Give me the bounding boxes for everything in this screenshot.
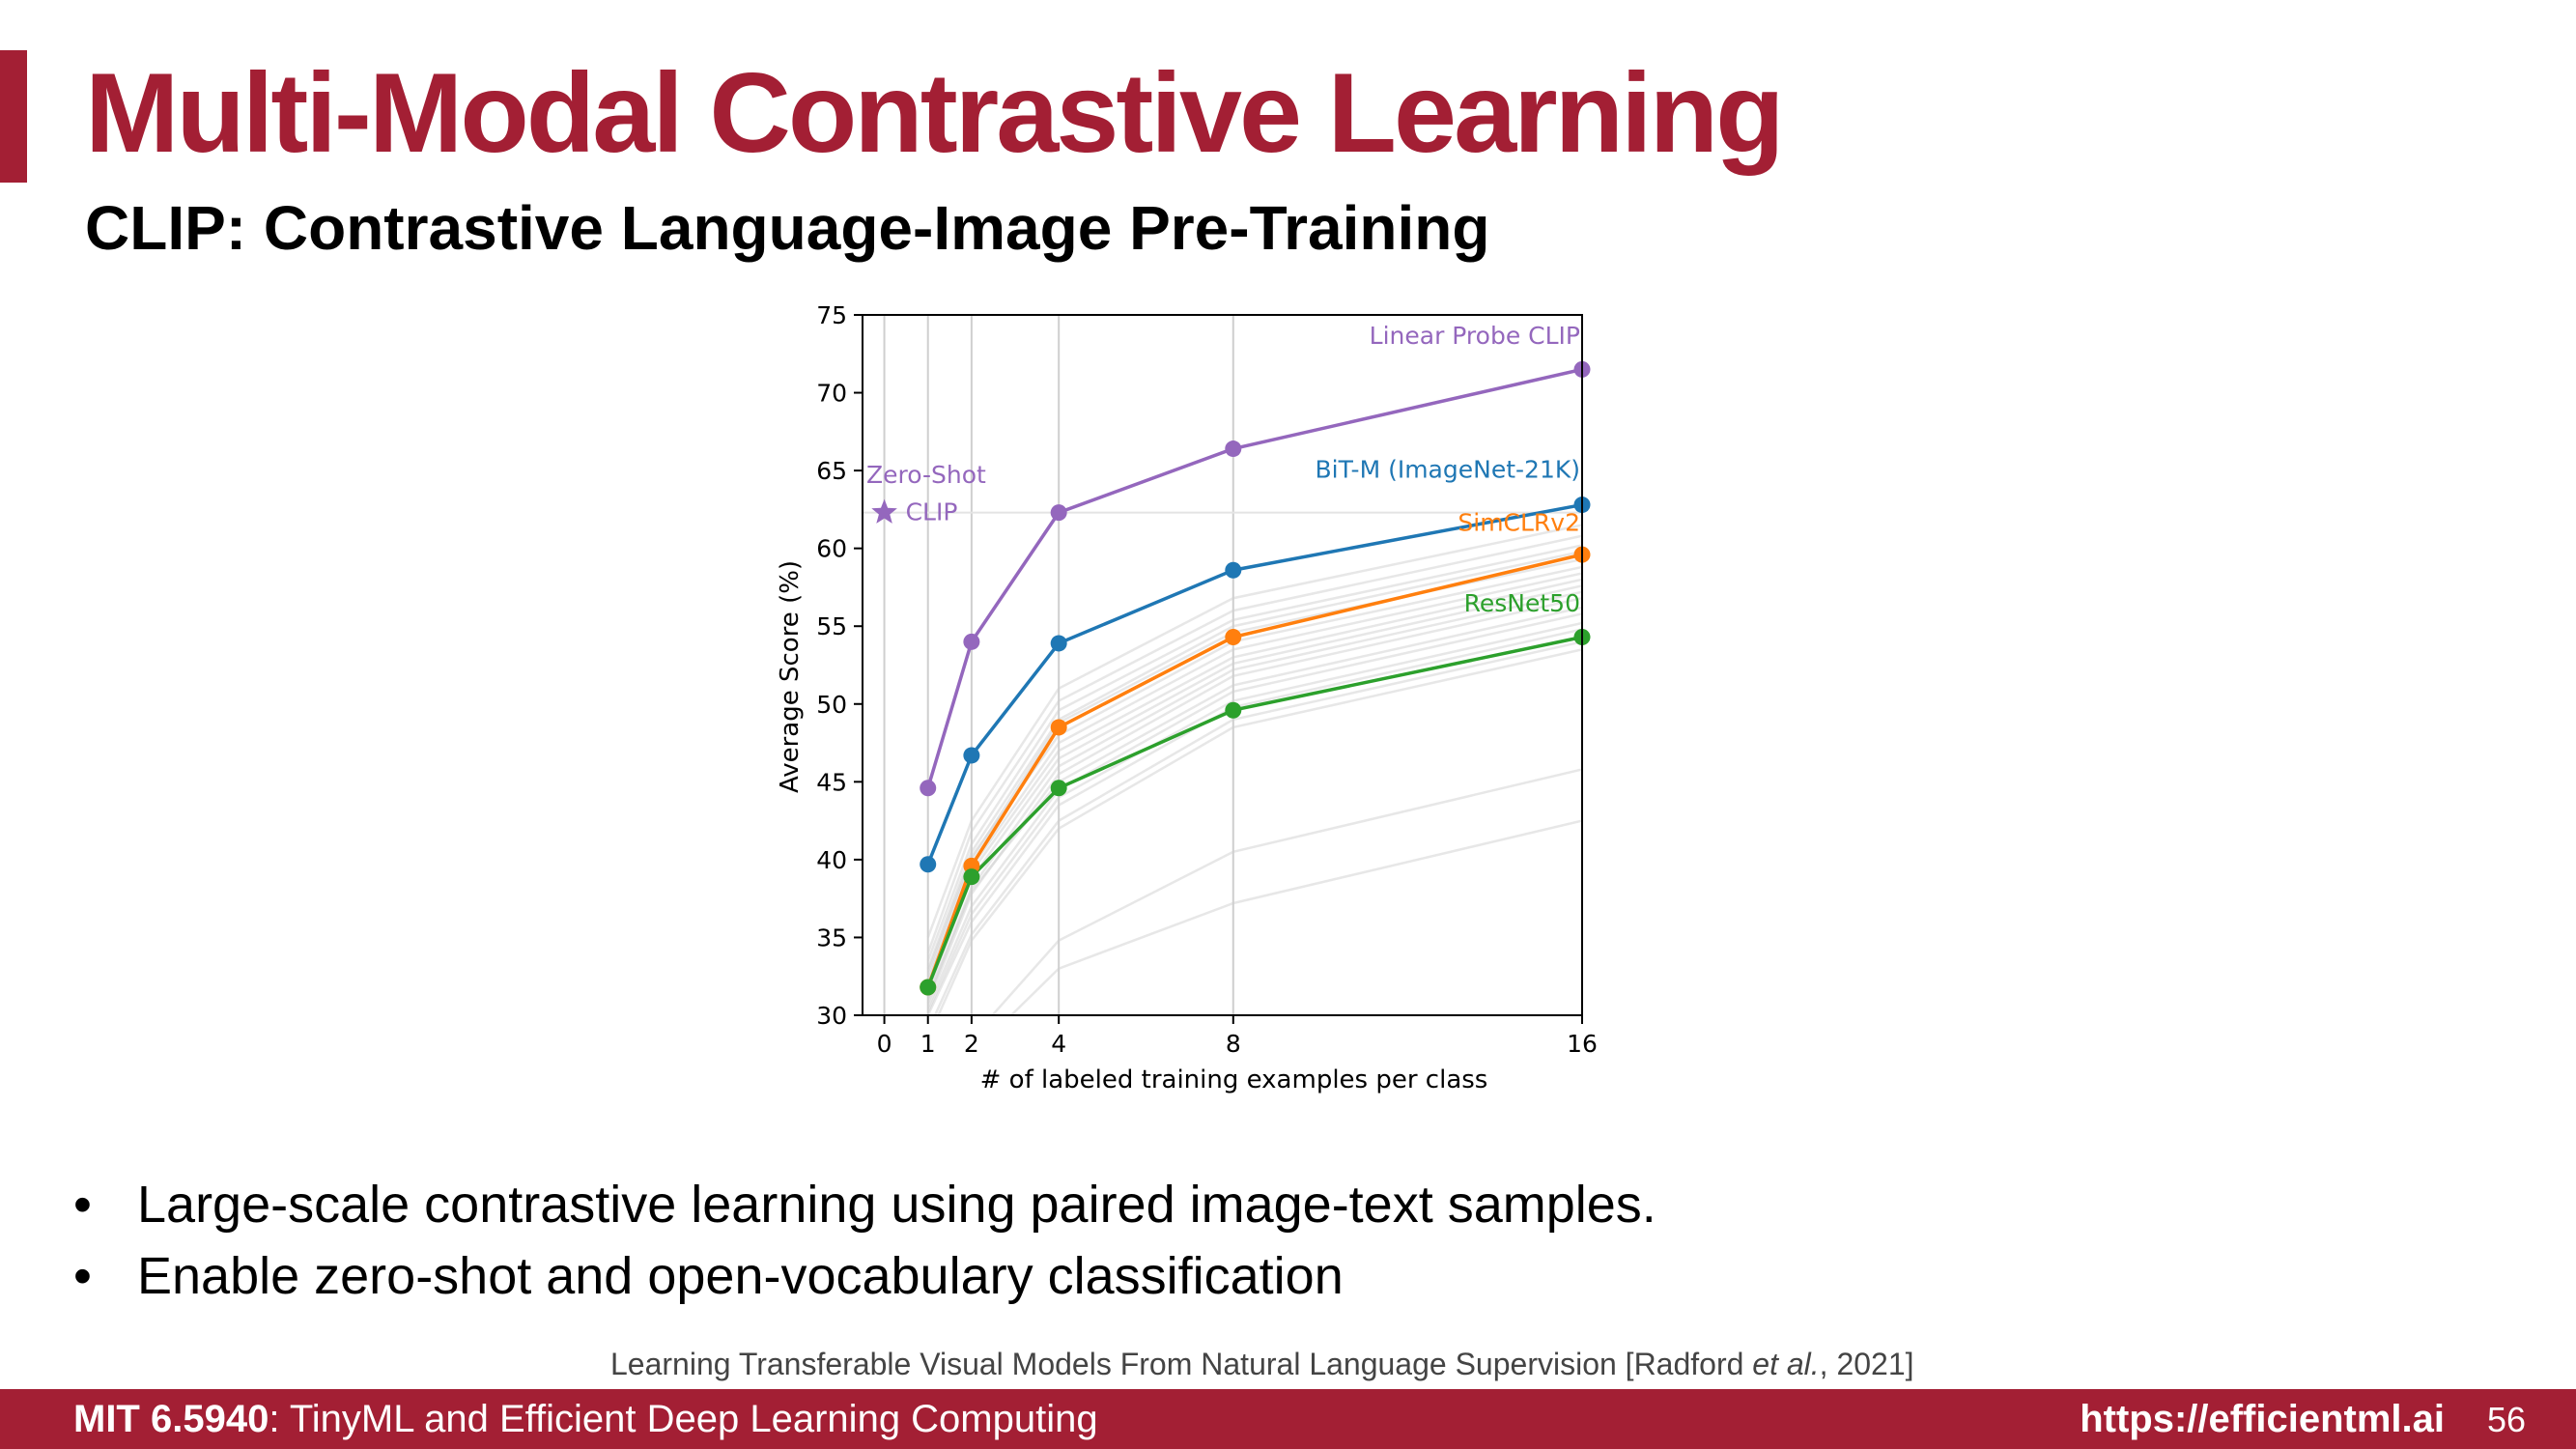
zero-shot-label-line2: CLIP <box>906 498 958 526</box>
y-tick-label: 35 <box>816 923 847 952</box>
data-point <box>963 747 980 764</box>
y-axis-label: Average Score (%) <box>776 560 805 793</box>
slide-title: Multi-Modal Contrastive Learning <box>85 49 1785 176</box>
series-label: SimCLRv2 <box>1458 508 1580 536</box>
footer-bar: MIT 6.5940: TinyML and Efficient Deep Le… <box>0 1389 2576 1449</box>
data-point <box>1225 701 1242 719</box>
x-tick-label: 8 <box>1226 1030 1241 1058</box>
x-tick-label: 0 <box>877 1030 892 1058</box>
title-accent-bar <box>0 50 27 183</box>
citation-etal: et al. <box>1752 1347 1820 1381</box>
few-shot-performance-chart: 30 35 40 45 50 55 60 65 70 75 0 1 2 4 8 16 Linear Prob… <box>776 301 1598 1094</box>
bullet-list: • Large-scale contrastive learning using … <box>68 1169 1656 1312</box>
bullet-text: Enable zero-shot and open-vocabulary cla… <box>137 1247 1344 1305</box>
y-tick-label: 45 <box>816 768 847 796</box>
footer-course-code: MIT 6.5940 <box>73 1398 269 1440</box>
footer-course-title: : TinyML and Efficient Deep Learning Com… <box>269 1398 1098 1440</box>
zero-shot-label-line1: Zero-Shot <box>866 461 986 489</box>
slide-subtitle: CLIP: Contrastive Language-Image Pre-Tra… <box>85 193 1490 263</box>
series-markers <box>871 360 1591 996</box>
bullet-item: • Enable zero-shot and open-vocabulary cl… <box>68 1240 1656 1312</box>
zero-shot-star-marker <box>871 498 897 524</box>
bullet-item: • Large-scale contrastive learning using … <box>68 1169 1656 1240</box>
data-point <box>1050 635 1067 652</box>
citation-prefix: Learning Transferable Visual Models From… <box>610 1347 1753 1381</box>
data-point <box>963 633 980 650</box>
bullet-dot: • <box>73 1247 92 1305</box>
data-point <box>963 868 980 886</box>
y-tick-label: 50 <box>816 691 847 719</box>
x-tick-label: 2 <box>964 1030 979 1058</box>
plot-frame <box>862 314 1583 1016</box>
y-tick-label: 30 <box>816 1002 847 1030</box>
background-series-line <box>1009 819 1582 1015</box>
data-point <box>1225 561 1242 579</box>
data-point <box>1050 719 1067 736</box>
data-point <box>920 780 937 797</box>
bullet-dot: • <box>73 1176 92 1234</box>
y-tick-label: 75 <box>816 301 847 329</box>
bullet-text: Large-scale contrastive learning using p… <box>137 1176 1656 1234</box>
y-tick-label: 40 <box>816 846 847 874</box>
series-labels: Linear Probe CLIP BiT-M (ImageNet-21K) Sim… <box>1315 322 1580 617</box>
data-point <box>920 979 937 996</box>
series-label: Linear Probe CLIP <box>1370 322 1580 350</box>
citation-suffix: , 2021] <box>1819 1347 1914 1381</box>
y-tick-label: 70 <box>816 380 847 408</box>
x-axis-ticks: 0 1 2 4 8 16 <box>877 1015 1598 1058</box>
series-label: BiT-M (ImageNet-21K) <box>1315 456 1580 484</box>
page-number: 56 <box>2486 1400 2526 1439</box>
data-point <box>1225 440 1242 458</box>
footer-course: MIT 6.5940: TinyML and Efficient Deep Le… <box>73 1397 1098 1441</box>
data-point <box>920 856 937 873</box>
x-tick-label: 1 <box>920 1030 936 1058</box>
y-axis-ticks: 30 35 40 45 50 55 60 65 70 75 <box>816 301 863 1030</box>
y-tick-label: 55 <box>816 612 847 640</box>
x-tick-label: 4 <box>1051 1030 1066 1058</box>
x-tick-label: 16 <box>1567 1030 1598 1058</box>
background-series-line <box>933 640 1582 1015</box>
footer-url-link[interactable]: https://efficientml.ai <box>2080 1398 2445 1440</box>
x-axis-label: # of labeled training examples per class <box>980 1065 1488 1094</box>
data-point <box>1050 780 1067 797</box>
data-point <box>1225 629 1242 645</box>
series-label: ResNet50 <box>1464 589 1580 617</box>
y-tick-label: 60 <box>816 535 847 563</box>
data-point <box>1050 504 1067 522</box>
citation: Learning Transferable Visual Models From… <box>610 1345 1914 1383</box>
y-tick-label: 65 <box>816 457 847 485</box>
